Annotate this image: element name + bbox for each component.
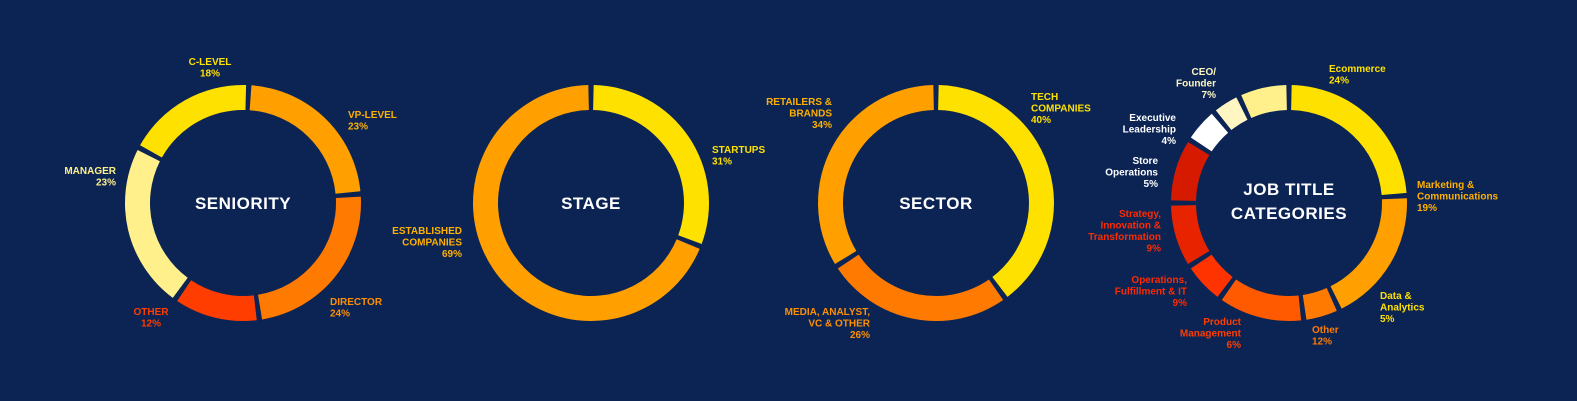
donut-slice <box>1171 142 1210 201</box>
donut-slice <box>1302 288 1337 320</box>
slice-label: RETAILERS & BRANDS 34% <box>766 97 832 131</box>
slice-label: ESTABLISHED COMPANIES 69% <box>392 226 462 260</box>
donut-chart-3: Ecommerce 24% Marketing & Communications 19%… <box>1088 64 1498 351</box>
slice-label: Marketing & Communications 19% <box>1417 180 1499 214</box>
donut-slice <box>1171 205 1210 264</box>
slice-label: MEDIA, ANALYST, VC & OTHER 26% <box>785 307 871 341</box>
donut-slice <box>818 85 934 264</box>
donut-chart-2: TECH COMPANIES 40% MEDIA, ANALYST, VC & OTHE… <box>766 85 1091 341</box>
slice-label: Data & Analytics 5% <box>1380 291 1425 325</box>
chart-title: SECTOR <box>899 194 973 213</box>
slice-label: TECH COMPANIES 40% <box>1031 92 1091 126</box>
slice-label: OTHER 12% <box>134 307 170 330</box>
donut-slice <box>140 85 247 158</box>
slice-label: C-LEVEL 18% <box>189 57 232 80</box>
slice-label: DIRECTOR 24% <box>330 297 383 320</box>
donut-slice <box>177 280 257 321</box>
donut-slice <box>938 85 1054 297</box>
donut-chart-0: C-LEVEL 18% VP-LEVEL 23% DIRECTOR 24% OTHER 12%… <box>64 57 397 330</box>
donut-chart-1: STARTUPS 31% ESTABLISHED COMPANIES 69% STAGE <box>392 85 765 322</box>
donut-slice <box>258 196 361 320</box>
donut-slice <box>1221 279 1302 321</box>
donut-slice <box>1330 198 1407 309</box>
chart-title: STAGE <box>561 194 621 213</box>
slice-label: Executive Leadership 4% <box>1123 113 1177 147</box>
chart-title: CATEGORIES <box>1231 204 1347 223</box>
slice-label: CEO/Founder 7% <box>1176 67 1216 101</box>
slice-label: Product Management 6% <box>1180 317 1242 351</box>
slice-label: VP-LEVEL 23% <box>348 110 397 133</box>
donut-slice <box>124 149 188 298</box>
donut-slice <box>1190 113 1229 152</box>
donut-slice <box>1291 85 1407 196</box>
slice-label: Other 12% <box>1312 325 1339 348</box>
donut-slice <box>1241 85 1287 118</box>
donut-slice <box>1190 254 1233 297</box>
donut-slice <box>1215 97 1248 131</box>
slice-label: MANAGER 23% <box>64 166 116 189</box>
slice-label: Store Operations 5% <box>1105 156 1158 190</box>
donut-slice <box>593 85 709 244</box>
slice-label: Operations, Fulfillment & IT 9% <box>1115 275 1187 309</box>
slice-label: Strategy, Innovation & Transformation 9% <box>1088 209 1161 255</box>
chart-title: JOB TITLE <box>1243 180 1334 199</box>
slice-label: Ecommerce 24% <box>1329 64 1386 87</box>
donut-slice <box>837 254 1004 321</box>
slice-label: STARTUPS 31% <box>712 145 765 168</box>
chart-title: SENIORITY <box>195 194 291 213</box>
donut-slice <box>249 85 361 194</box>
